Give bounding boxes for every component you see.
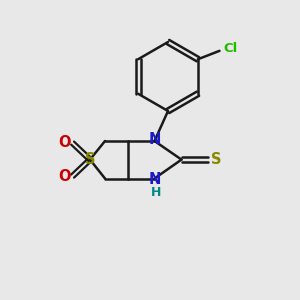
Text: S: S	[85, 152, 95, 167]
Text: O: O	[58, 169, 70, 184]
Text: H: H	[151, 186, 161, 200]
Text: N: N	[148, 132, 161, 147]
Text: Cl: Cl	[224, 42, 238, 55]
Text: N: N	[148, 172, 161, 188]
Text: O: O	[58, 135, 70, 150]
Text: S: S	[211, 152, 222, 167]
